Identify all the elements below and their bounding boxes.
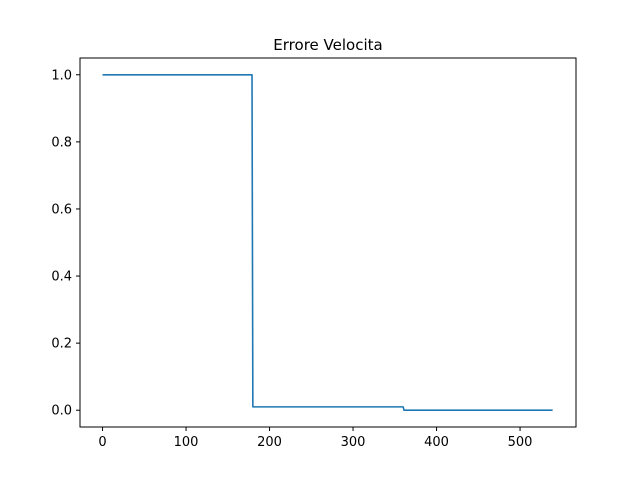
y-tick-label: 0.0 bbox=[51, 404, 72, 419]
y-tick-label: 1.0 bbox=[51, 68, 72, 83]
y-tick-label: 0.4 bbox=[51, 270, 72, 285]
y-tick-label: 0.6 bbox=[51, 202, 72, 217]
axes-frame bbox=[79, 57, 577, 428]
x-tick-label: 300 bbox=[341, 435, 366, 450]
y-tick-label: 0.8 bbox=[51, 135, 72, 150]
y-tick-label: 0.2 bbox=[51, 337, 72, 352]
series-line-0 bbox=[102, 73, 553, 412]
x-tick-label: 100 bbox=[174, 435, 199, 450]
x-tick-label: 200 bbox=[257, 435, 282, 450]
x-tick-label: 0 bbox=[98, 435, 106, 450]
x-tick-label: 400 bbox=[424, 435, 449, 450]
x-tick-label: 500 bbox=[508, 435, 533, 450]
chart-title: Errore Velocita bbox=[273, 36, 382, 54]
